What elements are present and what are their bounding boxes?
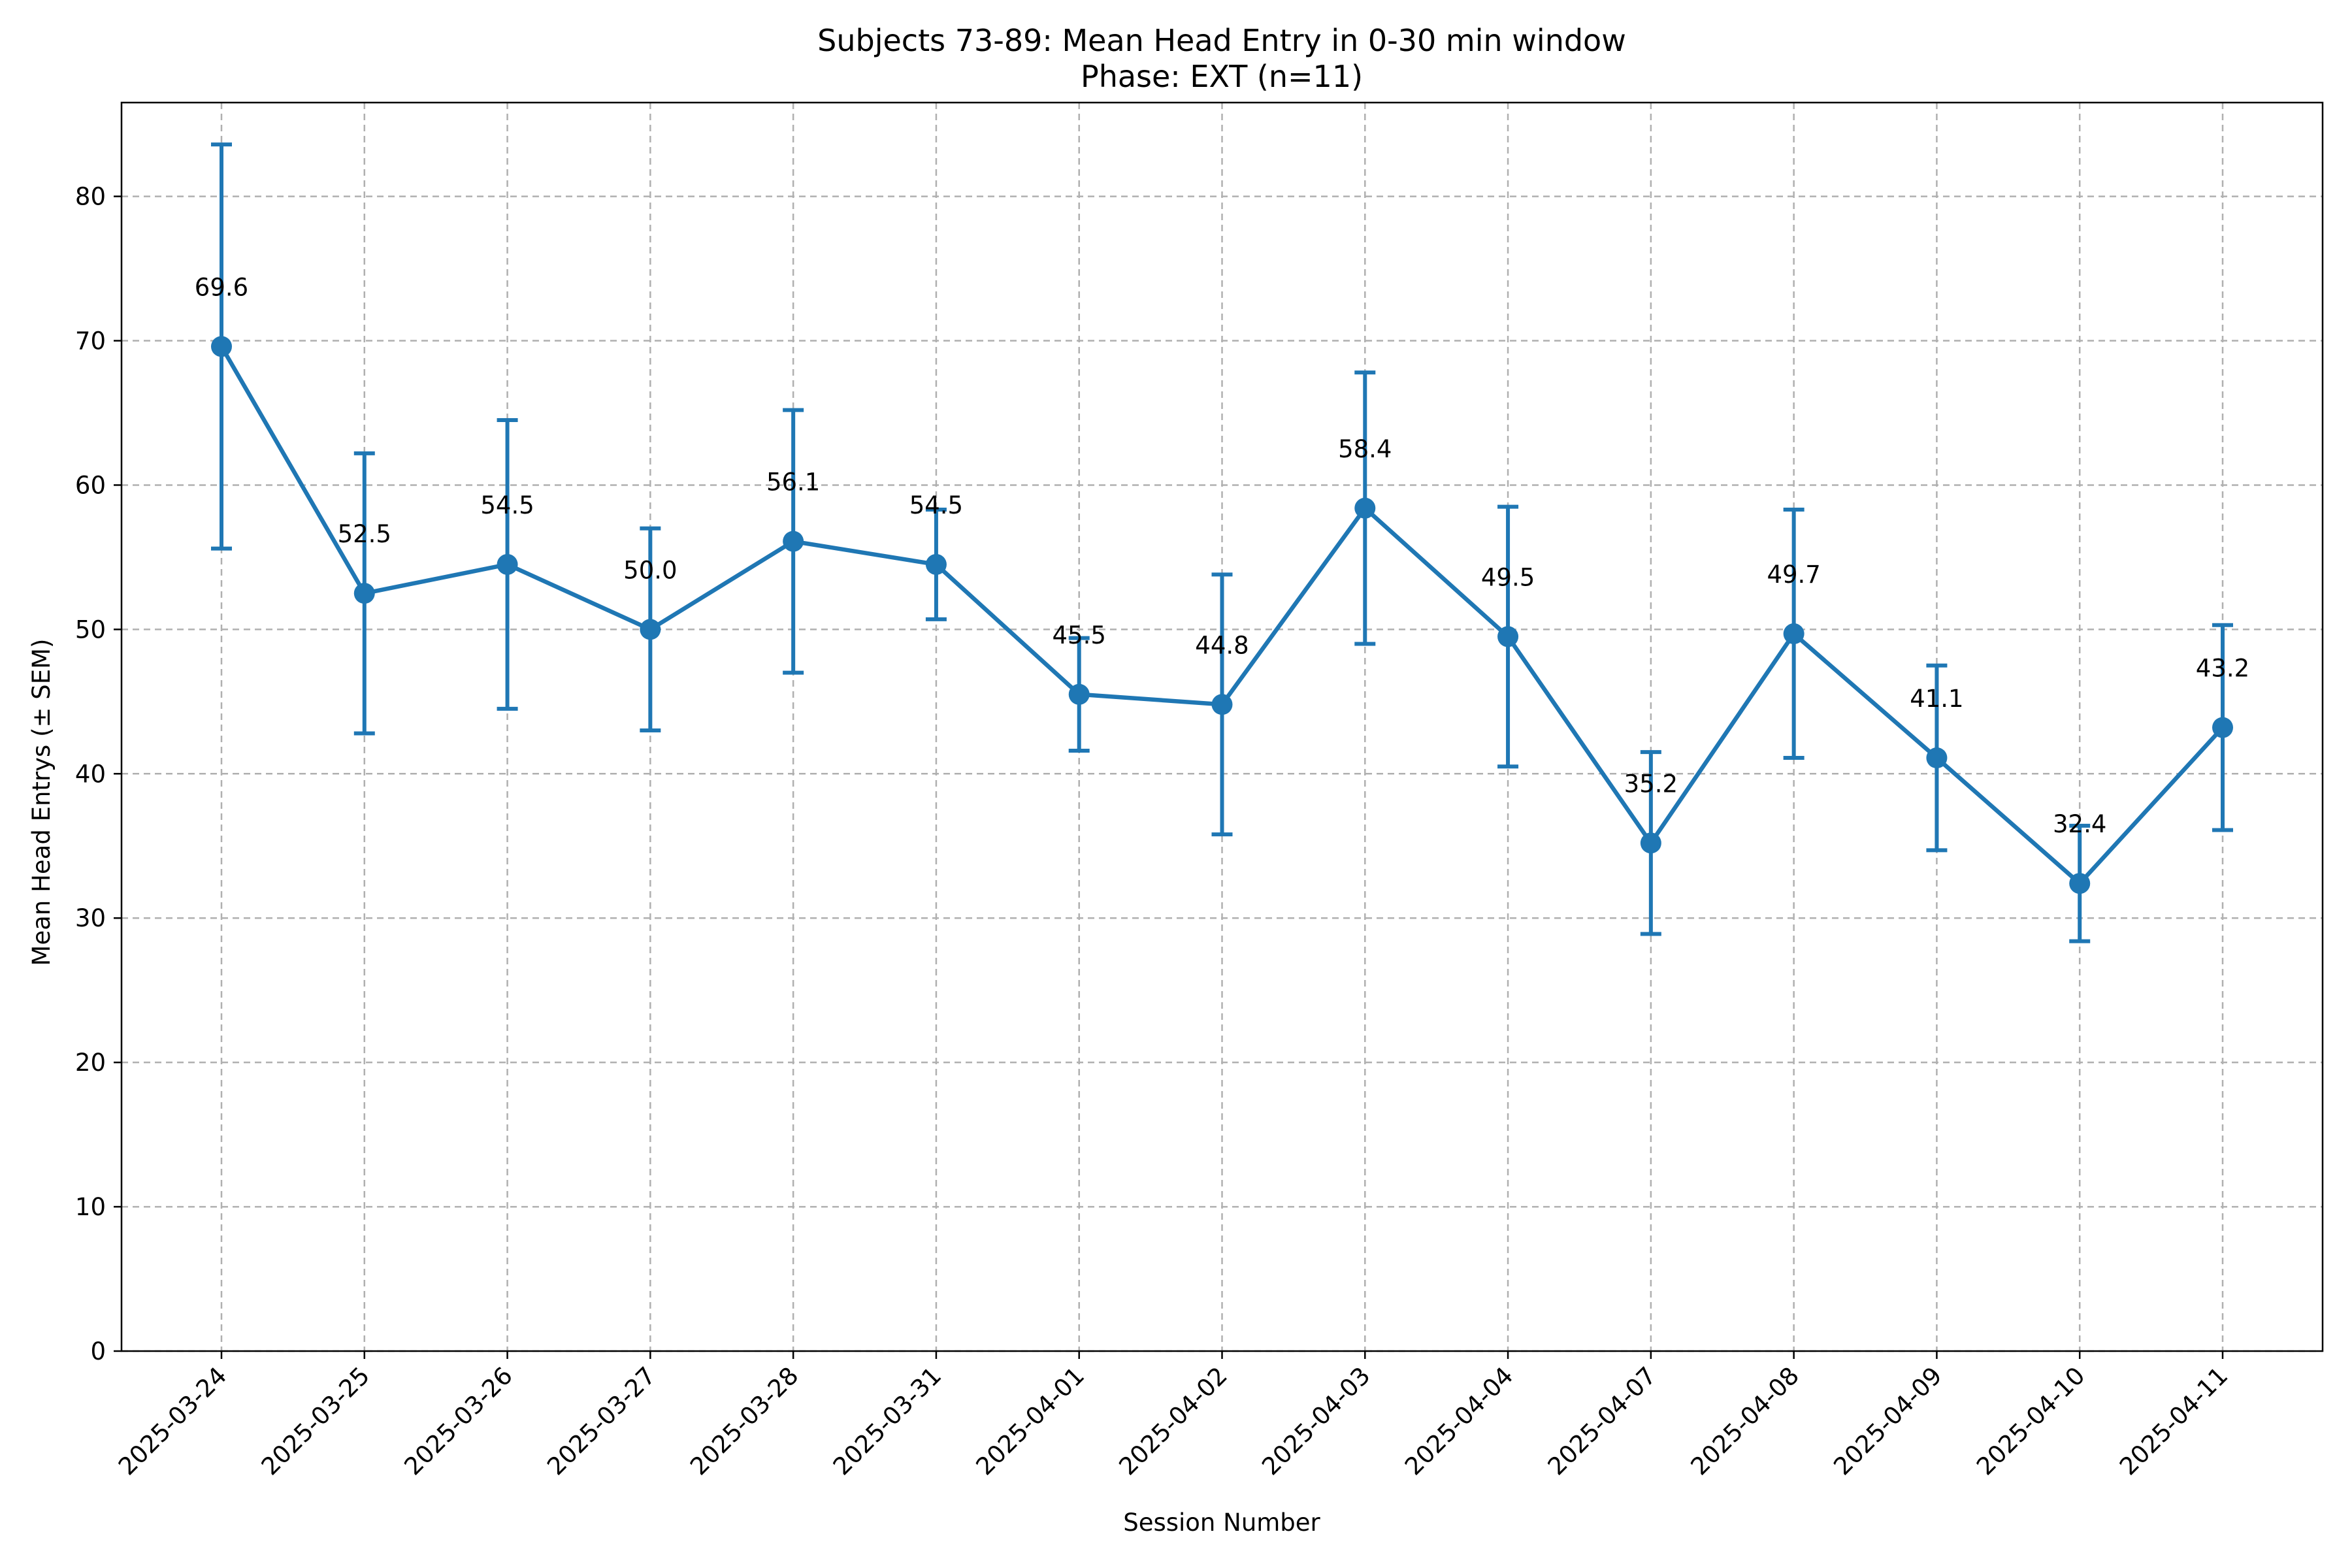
data-label: 50.0 [623,556,677,584]
data-label: 56.1 [766,468,820,497]
data-label: 58.4 [1338,435,1392,463]
label-layer: 69.6 52.5 54.5 50.0 56.1 54.5 45.5 44.8 58.4 49.5… [195,273,2249,838]
data-point [640,619,661,640]
y-tick-label: 30 [75,904,106,932]
data-label: 35.2 [1624,770,1678,798]
data-label: 44.8 [1195,631,1249,659]
data-point [211,336,232,357]
data-point [353,583,375,604]
data-label: 49.7 [1767,561,1820,589]
data-label: 43.2 [2196,655,2249,683]
series-layer [211,142,2233,943]
y-tick-label: 10 [75,1193,106,1221]
y-tick-label: 40 [75,760,106,788]
data-label: 45.5 [1053,621,1106,649]
data-label: 54.5 [909,491,963,519]
data-label: 41.1 [1910,685,1963,713]
data-point [1497,626,1519,647]
y-tick-label: 20 [75,1049,106,1077]
y-axis-label: Mean Head Entrys (± SEM) [27,639,56,966]
data-label: 32.4 [2053,810,2106,838]
y-tick-label: 50 [75,615,106,644]
data-point [1354,497,1376,519]
data-point [2069,873,2091,894]
data-point [1068,683,1090,705]
data-label: 54.5 [480,491,534,519]
chart-title: Subjects 73-89: Mean Head Entry in 0-30 … [817,23,1626,58]
data-point [2212,717,2233,738]
data-point [1783,623,1805,645]
data-point [1926,747,1948,768]
data-point [783,531,804,552]
data-label: 52.5 [338,520,391,548]
data-label: 69.6 [195,273,248,301]
data-point [1211,694,1233,715]
chart-subtitle: Phase: EXT (n=11) [1081,59,1363,94]
x-axis-label: Session Number [1123,1509,1320,1537]
data-label: 49.5 [1481,563,1535,591]
y-tick-label: 0 [90,1337,106,1365]
data-point [497,553,518,575]
y-tick-label: 80 [75,183,106,211]
y-tick-label: 60 [75,471,106,499]
data-point [925,553,947,575]
y-tick-label: 70 [75,327,106,355]
data-point [1640,832,1661,854]
